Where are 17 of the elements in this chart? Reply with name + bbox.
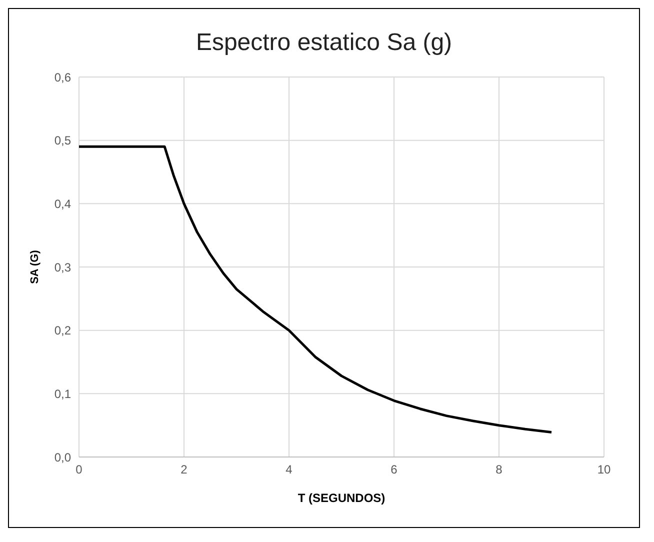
line-series [79,145,553,434]
x-tick-label: 6 [390,462,398,477]
y-tick-label: 0,4 [54,196,72,211]
x-tick-label: 8 [496,462,503,477]
y-tick-label: 0,2 [54,324,72,338]
chart-title: Espectro estatico Sa (g) [194,29,454,57]
y-axis-title: SA (G) [28,250,41,284]
y-tick-label: 0,5 [54,134,72,148]
y-tick-label: 0,0 [54,450,72,464]
y-tick-label: 0,3 [54,260,72,274]
x-tick-label: 10 [597,462,611,477]
y-tick-label: 0,1 [54,386,72,401]
y-tick-label: 0,6 [54,70,72,84]
x-tick-label: 0 [76,462,83,477]
x-axis-title: T (SEGUNDOS) [298,491,386,505]
x-tick-label: 2 [180,462,188,477]
x-tick-label: 4 [286,462,293,477]
